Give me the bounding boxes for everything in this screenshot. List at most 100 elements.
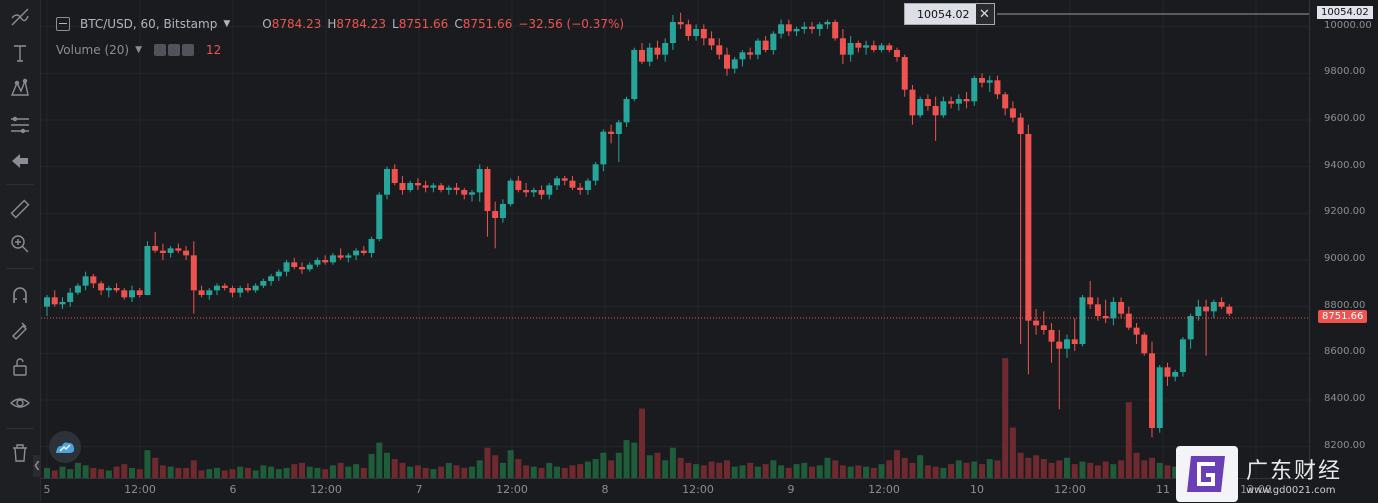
- volume-bar: [693, 464, 700, 478]
- volume-bar: [214, 467, 220, 478]
- candle-body: [183, 250, 190, 256]
- time-tick-label: 10: [970, 483, 984, 496]
- candle-body: [121, 290, 128, 298]
- eye-icon[interactable]: [4, 388, 36, 418]
- candle-body: [314, 260, 321, 265]
- candle-body: [484, 169, 491, 211]
- volume-bar: [476, 460, 483, 478]
- ruler-icon[interactable]: [4, 194, 36, 224]
- volume-bar: [229, 469, 236, 478]
- candle-body: [979, 78, 985, 83]
- tradingview-logo-icon[interactable]: [49, 431, 81, 463]
- fib-tool-icon[interactable]: [4, 110, 36, 140]
- volume-bar: [44, 467, 50, 478]
- candle-body: [569, 180, 576, 188]
- candle-body: [948, 101, 955, 104]
- toolbar-divider: [6, 268, 34, 269]
- settings-icon[interactable]: [168, 44, 180, 56]
- candle-body: [252, 285, 259, 291]
- volume-bar: [561, 467, 568, 478]
- pattern-tool-icon[interactable]: [4, 73, 36, 103]
- collapse-legend-button[interactable]: [56, 17, 70, 31]
- candle-body: [1149, 353, 1155, 428]
- volume-bar: [832, 460, 839, 478]
- candle-body: [353, 250, 360, 256]
- eye-icon[interactable]: [154, 44, 166, 56]
- chevron-down-icon[interactable]: ▼: [135, 45, 142, 55]
- text-tool-icon[interactable]: [4, 38, 36, 68]
- volume-label[interactable]: Volume (20): [56, 43, 130, 57]
- price-axis[interactable]: [1309, 0, 1378, 478]
- horizontal-line-value: 10054.02: [917, 7, 970, 21]
- candle-body: [646, 47, 653, 62]
- chart-legend: BTC/USD, 60, Bitstamp ▼ O8784.23 H8784.2…: [56, 17, 624, 31]
- price-tick-label: 8400.00: [1324, 393, 1366, 404]
- toolbar-divider: [6, 428, 34, 429]
- volume-bar: [353, 464, 360, 478]
- candle-body: [82, 276, 89, 286]
- volume-bar: [438, 466, 445, 478]
- back-arrow-icon[interactable]: [4, 146, 36, 176]
- volume-bar: [368, 454, 375, 478]
- candle-body: [886, 45, 893, 50]
- volume-bar: [639, 408, 645, 478]
- volume-bar: [546, 462, 553, 478]
- volume-bar: [878, 464, 885, 478]
- candlestick-chart[interactable]: [41, 0, 1309, 478]
- price-tick-label: 8200.00: [1324, 439, 1366, 451]
- chevron-down-icon[interactable]: ▼: [223, 19, 231, 29]
- last-price-tag: 8751.66: [1318, 309, 1368, 323]
- time-tick-label: 12:00: [310, 483, 342, 496]
- candle-body: [152, 246, 159, 251]
- candle-body: [1094, 304, 1101, 316]
- candle-body: [469, 192, 475, 195]
- candle-body: [863, 45, 870, 48]
- zoom-in-icon[interactable]: [4, 229, 36, 259]
- volume-bar: [507, 450, 514, 478]
- volume-bar: [716, 462, 723, 478]
- close-icon[interactable]: ✕: [975, 4, 994, 25]
- volume-bar: [98, 469, 105, 478]
- volume-bar: [105, 470, 112, 478]
- candle-body: [105, 288, 112, 291]
- candle-body: [237, 288, 244, 293]
- candle-body: [1164, 367, 1171, 377]
- candle-body: [198, 290, 205, 295]
- volume-bar: [569, 465, 576, 478]
- candle-body: [894, 50, 900, 57]
- candle-body: [584, 180, 591, 190]
- time-tick-label: 6: [229, 483, 237, 496]
- line-tool-icon[interactable]: [4, 2, 36, 32]
- lock-drawing-icon[interactable]: [4, 314, 36, 344]
- candle-body: [260, 281, 267, 286]
- collapse-toolbar-icon[interactable]: ❮: [33, 455, 41, 477]
- price-tick-label: 8600.00: [1324, 346, 1366, 358]
- volume-bar: [1071, 464, 1078, 478]
- symbol-label[interactable]: BTC/USD, 60, Bitstamp: [80, 17, 218, 31]
- candle-body: [1141, 334, 1148, 354]
- volume-bar: [932, 466, 939, 478]
- volume-bar: [1102, 461, 1109, 478]
- volume-bar: [59, 466, 66, 478]
- candle-body: [368, 239, 375, 253]
- close-icon[interactable]: [182, 44, 194, 56]
- candle-body: [1156, 367, 1163, 428]
- candle-body: [515, 180, 522, 190]
- candle-body: [414, 183, 421, 186]
- volume-bar: [314, 467, 321, 478]
- candle-body: [283, 262, 290, 272]
- candle-body: [1017, 117, 1024, 134]
- time-axis[interactable]: [41, 478, 1309, 503]
- horizontal-line-label[interactable]: 10054.02 ✕: [904, 3, 995, 26]
- volume-bar: [654, 452, 661, 478]
- chart-pane[interactable]: [41, 0, 1309, 478]
- candle-body: [90, 276, 97, 284]
- magnet-icon[interactable]: [4, 280, 36, 310]
- volume-bar: [909, 462, 916, 478]
- volume-bar: [268, 466, 275, 478]
- trash-icon[interactable]: [4, 438, 36, 468]
- change-value: −32.56 (−0.37%): [518, 17, 625, 31]
- volume-bar: [345, 466, 352, 478]
- unlock-icon[interactable]: [4, 352, 36, 382]
- candle-body: [940, 101, 947, 116]
